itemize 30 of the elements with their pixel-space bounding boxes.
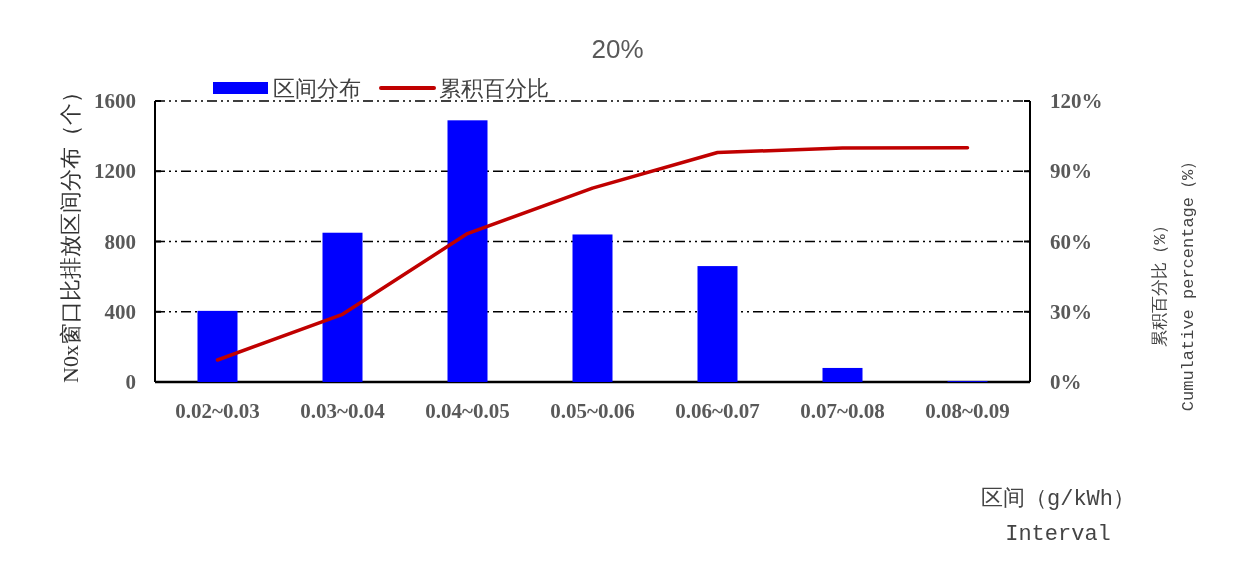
y2-tick-label: 120% [1050, 89, 1103, 113]
line-series [215, 146, 970, 362]
x-tick-label: 0.02~0.03 [175, 399, 260, 423]
x-tick-label: 0.07~0.08 [800, 399, 885, 423]
x-axis-title: 区间（g/kWh） Interval [980, 487, 1136, 547]
x-tick-label: 0.08~0.09 [925, 399, 1010, 423]
bar [697, 266, 738, 382]
legend-label: 累积百分比 [439, 76, 549, 101]
y2-tick-label: 0% [1050, 370, 1082, 394]
x-tick-label: 0.05~0.06 [550, 399, 635, 423]
x-tick-label: 0.06~0.07 [675, 399, 760, 423]
bar [197, 310, 238, 382]
y-tick-label: 400 [104, 299, 136, 324]
x-tick-label: 0.04~0.05 [425, 399, 510, 423]
y2-axis-title: 累积百分比（%） Cumulative percentage（%） [1151, 152, 1198, 412]
y-tick-label: 1200 [94, 159, 136, 184]
y2-tick-label: 30% [1050, 299, 1092, 324]
y-tick-label: 0 [125, 370, 136, 394]
x-tick-label: 0.03~0.04 [300, 399, 386, 423]
y-tick-label: 1600 [94, 89, 136, 113]
legend-label: 区间分布 [273, 76, 361, 101]
y-axis-title: N0x窗口比排放区间分布（个） [58, 81, 83, 383]
y2-tick-label: 60% [1050, 229, 1092, 254]
bar [572, 234, 613, 382]
bar [447, 120, 488, 382]
y2-tick-label: 90% [1050, 159, 1092, 184]
bar [822, 367, 863, 382]
y-tick-label: 800 [104, 229, 136, 254]
chart-title: 20% [591, 34, 644, 64]
bar [322, 232, 363, 382]
